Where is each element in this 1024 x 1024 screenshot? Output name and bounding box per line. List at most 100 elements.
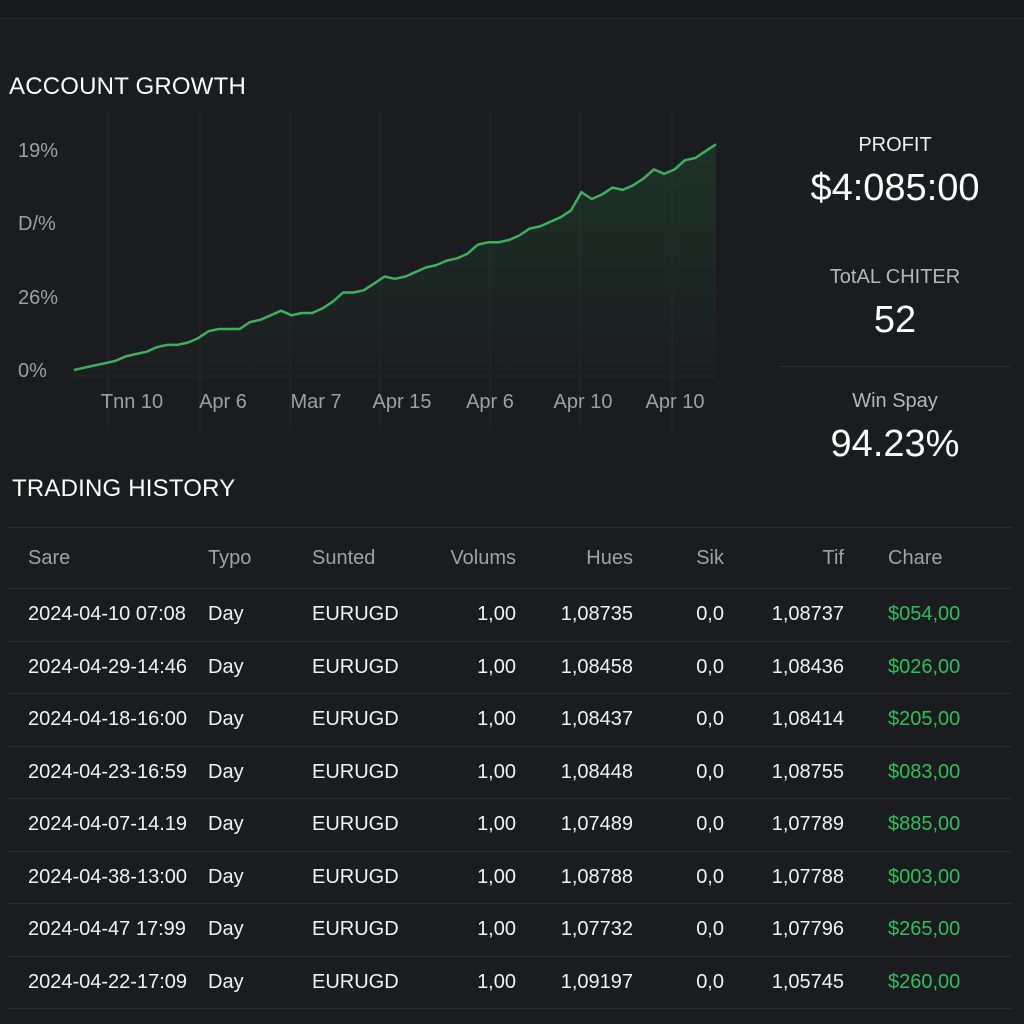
cell-tp: 1,07796 <box>771 918 844 941</box>
cell-sl: 0,0 <box>696 708 724 731</box>
cell-sl: 0,0 <box>696 865 724 888</box>
cell-volume: 1,00 <box>477 918 516 941</box>
account-growth-chart: 19% D/% 26% 0% Tnn 10 Apr 6 Mar 7 Apr 15 Apr 6 Ap… <box>0 110 740 430</box>
trading-history-table: Sare Typo Sunted Volums Hues Sik Tif Cha… <box>8 527 1012 1009</box>
cell-tp: 1,08414 <box>771 708 844 731</box>
cell-symbol: EURUGD <box>312 918 399 941</box>
cell-pnl: $260,00 <box>888 970 961 993</box>
table-row[interactable]: 2024-04-18-16:00 Day EURUGD 1,00 1,08437… <box>8 694 1012 747</box>
cell-price: 1,08735 <box>560 603 633 626</box>
cell-volume: 1,00 <box>477 655 516 678</box>
column-header-pnl[interactable]: Chare <box>888 546 943 569</box>
cell-volume: 1,00 <box>477 865 516 888</box>
stats-divider <box>780 366 1010 367</box>
cell-sl: 0,0 <box>696 813 724 836</box>
column-header-symbol[interactable]: Sunted <box>312 546 376 569</box>
cell-type: Day <box>208 708 244 731</box>
cell-sl: 0,0 <box>696 760 724 783</box>
growth-chart-svg: 19% D/% 26% 0% Tnn 10 Apr 6 Mar 7 Apr 15 Apr 6 Ap… <box>18 112 717 430</box>
cell-pnl: $885,00 <box>888 813 961 836</box>
column-header-price[interactable]: Hues <box>586 546 633 569</box>
x-tick-label: Apr 6 <box>199 391 247 413</box>
cell-volume: 1,00 <box>477 708 516 731</box>
cell-type: Day <box>208 655 244 678</box>
cell-price: 1,08788 <box>560 865 633 888</box>
x-tick-label: Tnn 10 <box>101 391 163 413</box>
cell-type: Day <box>208 970 244 993</box>
cell-sl: 0,0 <box>696 918 724 941</box>
cell-sl: 0,0 <box>696 603 724 626</box>
table-row[interactable]: 2024-04-29-14:46 Day EURUGD 1,00 1,08458… <box>8 642 1012 694</box>
table-row[interactable]: 2024-04-07-14.19 Day EURUGD 1,00 1,07489… <box>8 799 1012 852</box>
table-row[interactable]: 2024-04-10 07:08 Day EURUGD 1,00 1,08735… <box>8 589 1012 642</box>
trading-history-title: TRADING HISTORY <box>12 475 236 502</box>
y-tick-label: 26% <box>18 287 58 309</box>
x-tick-label: Apr 10 <box>554 391 613 413</box>
table-row[interactable]: 2024-04-23-16:59 Day EURUGD 1,00 1,08448… <box>8 747 1012 799</box>
cell-tp: 1,08436 <box>771 655 844 678</box>
y-tick-label: D/% <box>18 213 56 235</box>
total-trades-stat: TotAL CHITER 52 <box>780 266 1010 342</box>
cell-tp: 1,07788 <box>771 865 844 888</box>
top-bar <box>0 0 1024 19</box>
cell-volume: 1,00 <box>477 760 516 783</box>
cell-type: Day <box>208 865 244 888</box>
total-trades-label: TotAL CHITER <box>829 266 961 288</box>
cell-type: Day <box>208 603 244 626</box>
cell-price: 1,08458 <box>560 655 633 678</box>
column-header-sl[interactable]: Sik <box>696 546 724 569</box>
cell-price: 1,08437 <box>560 708 633 731</box>
cell-volume: 1,00 <box>477 970 516 993</box>
cell-date: 2024-04-47 17:99 <box>28 918 186 941</box>
win-rate-label: Win Spay <box>852 390 938 412</box>
cell-pnl: $083,00 <box>888 760 961 783</box>
column-header-date[interactable]: Sare <box>28 546 71 569</box>
cell-type: Day <box>208 918 244 941</box>
total-trades-value: 52 <box>873 299 917 341</box>
cell-volume: 1,00 <box>477 603 516 626</box>
cell-date: 2024-04-07-14.19 <box>28 813 188 836</box>
growth-area <box>74 144 716 376</box>
cell-symbol: EURUGD <box>312 760 399 783</box>
column-header-type[interactable]: Typo <box>208 546 252 569</box>
cell-pnl: $003,00 <box>888 865 961 888</box>
cell-date: 2024-04-22-17:09 <box>28 970 188 993</box>
cell-pnl: $054,00 <box>888 603 961 626</box>
profit-label: PROFIT <box>858 134 932 156</box>
profit-value: $4:085:00 <box>810 167 980 209</box>
x-tick-label: Apr 6 <box>466 391 514 413</box>
cell-price: 1,09197 <box>560 970 633 993</box>
cell-type: Day <box>208 760 244 783</box>
table-row[interactable]: 2024-04-22-17:09 Day EURUGD 1,00 1,09197… <box>8 957 1012 1009</box>
cell-date: 2024-04-18-16:00 <box>28 708 188 731</box>
win-rate-stat: Win Spay 94.23% <box>780 390 1010 466</box>
cell-sl: 0,0 <box>696 970 724 993</box>
cell-price: 1,07489 <box>560 813 633 836</box>
cell-date: 2024-04-10 07:08 <box>28 603 186 626</box>
cell-date: 2024-04-38-13:00 <box>28 865 188 888</box>
growth-line <box>73 143 717 372</box>
cell-volume: 1,00 <box>477 813 516 836</box>
table-row[interactable]: 2024-04-47 17:99 Day EURUGD 1,00 1,07732… <box>8 904 1012 957</box>
win-rate-value: 94.23% <box>830 423 960 465</box>
cell-symbol: EURUGD <box>312 655 399 678</box>
cell-pnl: $205,00 <box>888 708 961 731</box>
x-tick-label: Apr 15 <box>373 391 432 413</box>
cell-date: 2024-04-23-16:59 <box>28 760 188 783</box>
cell-date: 2024-04-29-14:46 <box>28 655 188 678</box>
cell-symbol: EURUGD <box>312 708 399 731</box>
cell-pnl: $265,00 <box>888 918 961 941</box>
x-tick-label: Mar 7 <box>290 391 341 413</box>
table-row[interactable]: 2024-04-38-13:00 Day EURUGD 1,00 1,08788… <box>8 852 1012 904</box>
y-tick-label: 19% <box>18 140 58 162</box>
cell-symbol: EURUGD <box>312 865 399 888</box>
cell-tp: 1,08755 <box>771 760 844 783</box>
cell-symbol: EURUGD <box>312 813 399 836</box>
account-growth-title: ACCOUNT GROWTH <box>9 73 247 100</box>
cell-price: 1,08448 <box>560 760 633 783</box>
column-header-volume[interactable]: Volums <box>450 546 516 569</box>
cell-tp: 1,08737 <box>771 603 844 626</box>
cell-symbol: EURUGD <box>312 970 399 993</box>
column-header-tp[interactable]: Tif <box>822 546 844 569</box>
